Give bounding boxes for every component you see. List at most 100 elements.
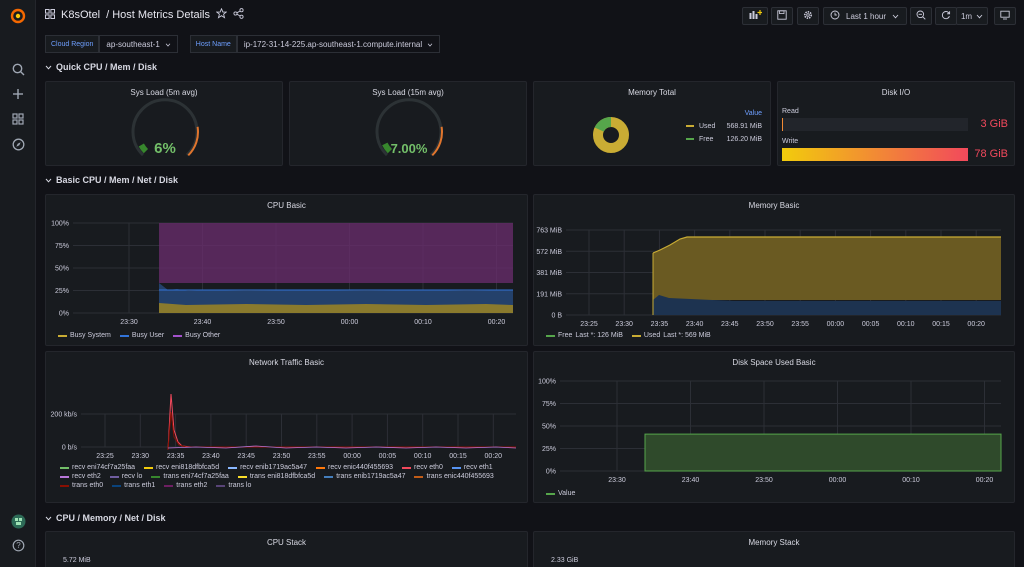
legend-item[interactable]: trans eni818dfbfca5d xyxy=(237,473,316,480)
plus-icon[interactable] xyxy=(9,85,27,103)
legend-label: recv eth2 xyxy=(72,473,101,480)
y-axis-tick: 763 MiB xyxy=(536,228,562,235)
legend-label: Busy System xyxy=(70,332,111,339)
y-axis-tick: 200 kb/s xyxy=(51,412,78,419)
x-axis-tick: 23:40 xyxy=(686,321,704,328)
gauge-threshold-arc xyxy=(187,126,199,157)
refresh-button[interactable] xyxy=(935,7,957,25)
row-quick-cpu-mem-disk[interactable]: Quick CPU / Mem / Disk xyxy=(45,62,157,72)
y-axis-tick: 2.33 GiB xyxy=(551,557,579,564)
legend-item[interactable]: recv eth2 xyxy=(60,473,101,480)
panel-sys-load-5m: Sys Load (5m avg) 6% xyxy=(45,81,283,166)
legend-item[interactable]: recv eth0 xyxy=(402,464,443,471)
legend-item[interactable]: recv enib1719ac5a47 xyxy=(228,464,307,471)
grafana-logo-icon[interactable] xyxy=(9,7,27,25)
legend-item[interactable]: Busy User xyxy=(119,332,164,339)
help-icon[interactable]: ? xyxy=(9,536,27,554)
legend-swatch xyxy=(60,466,69,469)
disk-space-legend: Value xyxy=(546,490,575,497)
explore-compass-icon[interactable] xyxy=(9,135,27,153)
legend-item[interactable]: trans lo xyxy=(216,482,251,489)
x-axis-tick: 23:25 xyxy=(96,453,114,460)
share-icon[interactable] xyxy=(233,8,244,22)
add-panel-button[interactable] xyxy=(742,7,768,25)
chevron-down-icon xyxy=(45,513,52,523)
legend-item[interactable]: trans eth0 xyxy=(60,482,103,489)
legend-swatch xyxy=(60,475,69,478)
legend-swatch xyxy=(228,466,238,469)
legend-item[interactable]: trans eth2 xyxy=(164,482,207,489)
chevron-down-icon xyxy=(165,40,171,49)
x-axis-tick: 00:20 xyxy=(967,321,985,328)
legend-swatch xyxy=(546,334,555,337)
row-basic-cpu-mem-net-disk[interactable]: Basic CPU / Mem / Net / Disk xyxy=(45,175,178,185)
legend-label: trans enib1719ac5a47 xyxy=(336,473,406,480)
legend-label: Value xyxy=(558,490,576,497)
legend-swatch xyxy=(109,475,119,478)
x-axis-tick: 00:00 xyxy=(827,321,845,328)
time-range-picker[interactable]: Last 1 hour xyxy=(823,7,907,25)
host-name-select[interactable]: ip-172-31-14-225.ap-southeast-1.compute.… xyxy=(236,35,441,53)
legend-item[interactable]: trans enic440f455693 xyxy=(414,473,494,480)
row-cpu-memory-net-disk[interactable]: CPU / Memory / Net / Disk xyxy=(45,513,166,523)
add-panel-icon xyxy=(749,10,762,22)
refresh-interval-label: 1m xyxy=(960,11,973,21)
x-axis-tick: 23:30 xyxy=(615,321,633,328)
chevron-down-icon xyxy=(45,175,52,185)
legend-label: Free xyxy=(558,332,573,339)
x-axis-tick: 00:20 xyxy=(976,477,994,484)
legend-item[interactable]: recv lo xyxy=(109,473,142,480)
legend-item[interactable]: Free Last *: 126 MiB xyxy=(546,332,623,339)
zoom-out-button[interactable] xyxy=(910,7,932,25)
legend-item[interactable]: recv enic440f455693 xyxy=(316,464,393,471)
y-axis-tick: 50% xyxy=(55,266,69,273)
legend-item[interactable]: recv eni74cf7a25faa xyxy=(60,464,135,471)
panel-title: Memory Total xyxy=(628,88,676,97)
y-axis-tick: 75% xyxy=(55,243,69,250)
variable-host-name: Host Name ip-172-31-14-225.ap-southeast-… xyxy=(189,35,441,53)
panel-title: Memory Basic xyxy=(748,201,800,210)
dashboard-title[interactable]: Host Metrics Details xyxy=(112,9,210,21)
dashboards-icon[interactable] xyxy=(9,110,27,128)
legend-swatch xyxy=(144,466,154,469)
settings-button[interactable] xyxy=(797,7,819,25)
legend-item[interactable]: recv eth1 xyxy=(451,464,493,471)
disk-read-value: 3 GiB xyxy=(980,118,1008,130)
refresh-icon xyxy=(941,10,951,22)
legend-item[interactable]: trans enib1719ac5a47 xyxy=(324,473,405,480)
user-avatar[interactable] xyxy=(9,512,27,530)
tv-mode-button[interactable] xyxy=(994,7,1016,25)
legend-item[interactable]: trans eni74cf7a25faa xyxy=(151,473,229,480)
legend-item[interactable]: Busy Other xyxy=(173,332,220,339)
panel-memory-basic: Memory Basic 763 MiB 572 MiB 381 MiB 191 Mi… xyxy=(533,194,1015,346)
legend-item[interactable]: trans eth1 xyxy=(112,482,155,489)
legend-item[interactable]: Busy System xyxy=(58,332,111,339)
breadcrumb-folder[interactable]: K8sOtel xyxy=(61,9,101,21)
legend-swatch xyxy=(112,484,122,487)
gauge-value-text: 6% xyxy=(154,140,176,157)
refresh-interval-picker[interactable]: 1m xyxy=(956,7,988,25)
legend-swatch xyxy=(173,334,183,337)
area-free xyxy=(653,295,1001,315)
cloud-region-select[interactable]: ap-southeast-1 xyxy=(99,35,178,53)
legend-label: recv enic440f455693 xyxy=(328,464,394,471)
legend-label: trans enic440f455693 xyxy=(426,473,494,480)
variable-value: ip-172-31-14-225.ap-southeast-1.compute.… xyxy=(243,39,423,49)
legend-value-used: 568.91 MiB xyxy=(727,123,763,130)
search-icon[interactable] xyxy=(9,60,27,78)
area-busy-system xyxy=(159,303,513,313)
star-icon[interactable] xyxy=(215,7,228,22)
save-dashboard-button[interactable] xyxy=(771,7,793,25)
legend-label: trans eni818dfbfca5d xyxy=(249,473,316,480)
legend-label: trans eni74cf7a25faa xyxy=(163,473,229,480)
x-axis-tick: 00:10 xyxy=(414,453,432,460)
x-axis-tick: 00:20 xyxy=(485,453,503,460)
chevron-down-icon xyxy=(427,40,433,49)
legend-item[interactable]: recv eni818dfbfca5d xyxy=(144,464,219,471)
x-axis-tick: 23:40 xyxy=(202,453,220,460)
y-axis-tick: 100% xyxy=(51,221,69,228)
legend-item[interactable]: Used Last *: 569 MiB xyxy=(631,332,711,339)
legend-item[interactable]: Value xyxy=(546,490,575,497)
x-axis-tick: 23:30 xyxy=(120,319,138,326)
legend-swatch xyxy=(316,466,326,469)
